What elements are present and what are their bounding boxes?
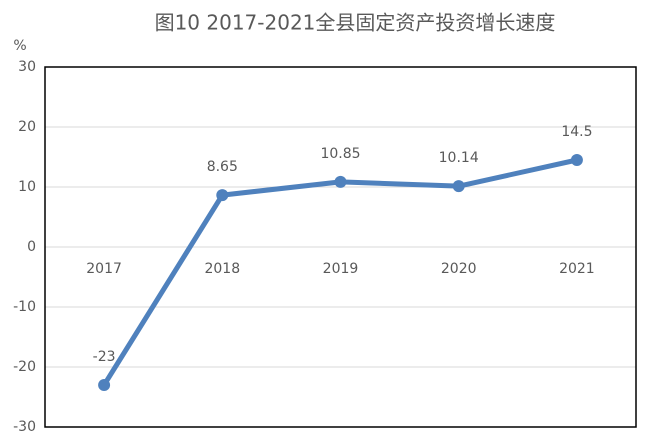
data-label: 10.14: [439, 150, 479, 166]
point: [216, 189, 229, 202]
point: [98, 379, 111, 391]
point: [452, 180, 465, 193]
y-tick-label: 10: [18, 179, 36, 195]
data-label: 14.5: [561, 124, 592, 140]
x-tick-label: 2018: [204, 261, 240, 277]
point: [570, 154, 583, 166]
y-tick-label: 20: [18, 119, 36, 135]
y-axis-label: %: [13, 38, 26, 54]
y-tick-label: -30: [13, 419, 36, 435]
plot-border: [44, 66, 637, 428]
data-label: 8.65: [207, 159, 238, 175]
x-tick-label: 2021: [559, 261, 595, 277]
point: [334, 175, 347, 188]
y-tick-label: 30: [18, 59, 36, 75]
x-tick-label: 2020: [441, 261, 477, 277]
x-tick-label: 2019: [323, 261, 359, 277]
y-tick-label: 0: [27, 239, 36, 255]
y-tick-label: -10: [13, 299, 36, 315]
data-label: 10.85: [320, 146, 360, 162]
y-tick-label: -20: [13, 359, 36, 375]
data-label: -23: [93, 349, 116, 365]
chart-title: 图10 2017-2021全县固定资产投资增长速度: [155, 11, 556, 35]
x-tick-label: 2017: [86, 261, 122, 277]
